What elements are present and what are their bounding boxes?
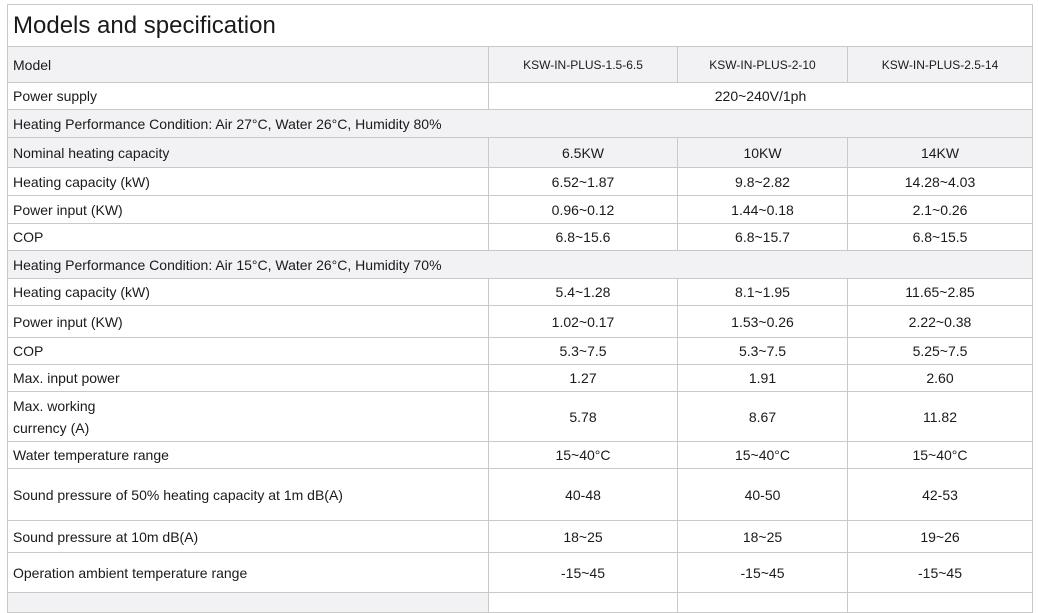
row-label: Power input (KW) [7,305,489,338]
cell-value: 2.60 [846,364,1034,392]
cell-value: 15~40°C [846,441,1034,469]
model-label: Model [7,46,489,83]
cell-value: 6.8~15.6 [488,223,678,251]
model-name-3: KSW-IN-PLUS-2.5-14 [846,46,1034,83]
row-label: Heating capacity (kW) [7,167,489,196]
table-row-partial [7,592,1034,613]
cell-value: 1.91 [677,364,848,392]
section-heading-1: Heating Performance Condition: Air 27°C,… [6,109,1034,138]
model-row: Model KSW-IN-PLUS-1.5-6.5 KSW-IN-PLUS-2-… [7,46,1034,83]
row-label [7,592,489,613]
cell-value: 42-53 [846,468,1034,521]
cell-value: 1.27 [488,364,678,392]
cell-value: 1.53~0.26 [677,305,848,338]
cell-value: 15~40°C [488,441,678,469]
cell-value: 5.25~7.5 [846,337,1034,365]
row-label: Operation ambient temperature range [7,552,489,593]
cell-value: -15~45 [846,552,1034,593]
cell-value: 1.44~0.18 [677,195,848,224]
cell-value: 40-50 [677,468,848,521]
power-supply-value: 220~240V/1ph [487,82,1034,110]
cell-value: 5.3~7.5 [677,337,848,365]
cell-value: 19~26 [846,520,1034,553]
cell-value: 5.4~1.28 [488,278,678,306]
section-heading-row: Heating Performance Condition: Air 27°C,… [6,109,1034,138]
table-row: Water temperature range 15~40°C 15~40°C … [7,441,1034,469]
row-label: Nominal heating capacity [7,137,489,168]
table-row: Max. input power 1.27 1.91 2.60 [7,364,1034,392]
cell-value: 40-48 [488,468,678,521]
table-row: Operation ambient temperature range -15~… [7,552,1034,593]
table-row: Heating capacity (kW) 5.4~1.28 8.1~1.95 … [7,278,1034,306]
cell-value [677,592,848,613]
row-label: COP [7,337,489,365]
model-name-1: KSW-IN-PLUS-1.5-6.5 [488,46,678,83]
row-label: Max. working currency (A) [7,391,489,442]
model-name-2: KSW-IN-PLUS-2-10 [677,46,848,83]
cell-value: 6.5KW [488,137,678,168]
page-title: Models and specification [6,4,1034,47]
spec-table: Models and specification Model KSW-IN-PL… [6,4,1034,613]
cell-value: 6.52~1.87 [488,167,678,196]
table-row: Nominal heating capacity 6.5KW 10KW 14KW [7,137,1034,168]
power-supply-label: Power supply [7,82,489,110]
cell-value: 2.22~0.38 [846,305,1034,338]
section-heading-row: Heating Performance Condition: Air 15°C,… [6,250,1034,279]
table-row: Sound pressure at 10m dB(A) 18~25 18~25 … [7,520,1034,553]
table-row: Power input (KW) 0.96~0.12 1.44~0.18 2.1… [7,195,1034,224]
cell-value: 1.02~0.17 [488,305,678,338]
cell-value: 5.78 [488,391,678,442]
row-label: COP [7,223,489,251]
cell-value: 14KW [846,137,1034,168]
row-label-line-2: currency (A) [13,419,90,436]
cell-value: 5.3~7.5 [488,337,678,365]
cell-value: 9.8~2.82 [677,167,848,196]
cell-value [488,592,678,613]
row-label: Sound pressure at 10m dB(A) [7,520,489,553]
row-label: Max. input power [7,364,489,392]
cell-value: 8.67 [677,391,848,442]
cell-value: 6.8~15.5 [846,223,1034,251]
cell-value: -15~45 [488,552,678,593]
cell-value: 2.1~0.26 [846,195,1034,224]
power-supply-row: Power supply 220~240V/1ph [7,82,1034,110]
cell-value: 18~25 [488,520,678,553]
cell-value: 10KW [677,137,848,168]
cell-value: 14.28~4.03 [846,167,1034,196]
table-row: Power input (KW) 1.02~0.17 1.53~0.26 2.2… [7,305,1034,338]
table-row: Max. working currency (A) 5.78 8.67 11.8… [7,391,1034,442]
section-heading-2: Heating Performance Condition: Air 15°C,… [6,250,1034,279]
cell-value: 18~25 [677,520,848,553]
cell-value: -15~45 [677,552,848,593]
row-label: Sound pressure of 50% heating capacity a… [7,468,489,521]
row-label: Power input (KW) [7,195,489,224]
cell-value: 11.82 [846,391,1034,442]
cell-value [846,592,1034,613]
cell-value: 11.65~2.85 [846,278,1034,306]
row-label-line-1: Max. working [13,397,96,414]
table-row: COP 5.3~7.5 5.3~7.5 5.25~7.5 [7,337,1034,365]
row-label: Water temperature range [7,441,489,469]
table-row: Heating capacity (kW) 6.52~1.87 9.8~2.82… [7,167,1034,196]
cell-value: 0.96~0.12 [488,195,678,224]
table-row: Sound pressure of 50% heating capacity a… [7,468,1034,521]
cell-value: 6.8~15.7 [677,223,848,251]
title-row: Models and specification [6,4,1034,47]
cell-value: 8.1~1.95 [677,278,848,306]
cell-value: 15~40°C [677,441,848,469]
row-label: Heating capacity (kW) [7,278,489,306]
table-row: COP 6.8~15.6 6.8~15.7 6.8~15.5 [7,223,1034,251]
